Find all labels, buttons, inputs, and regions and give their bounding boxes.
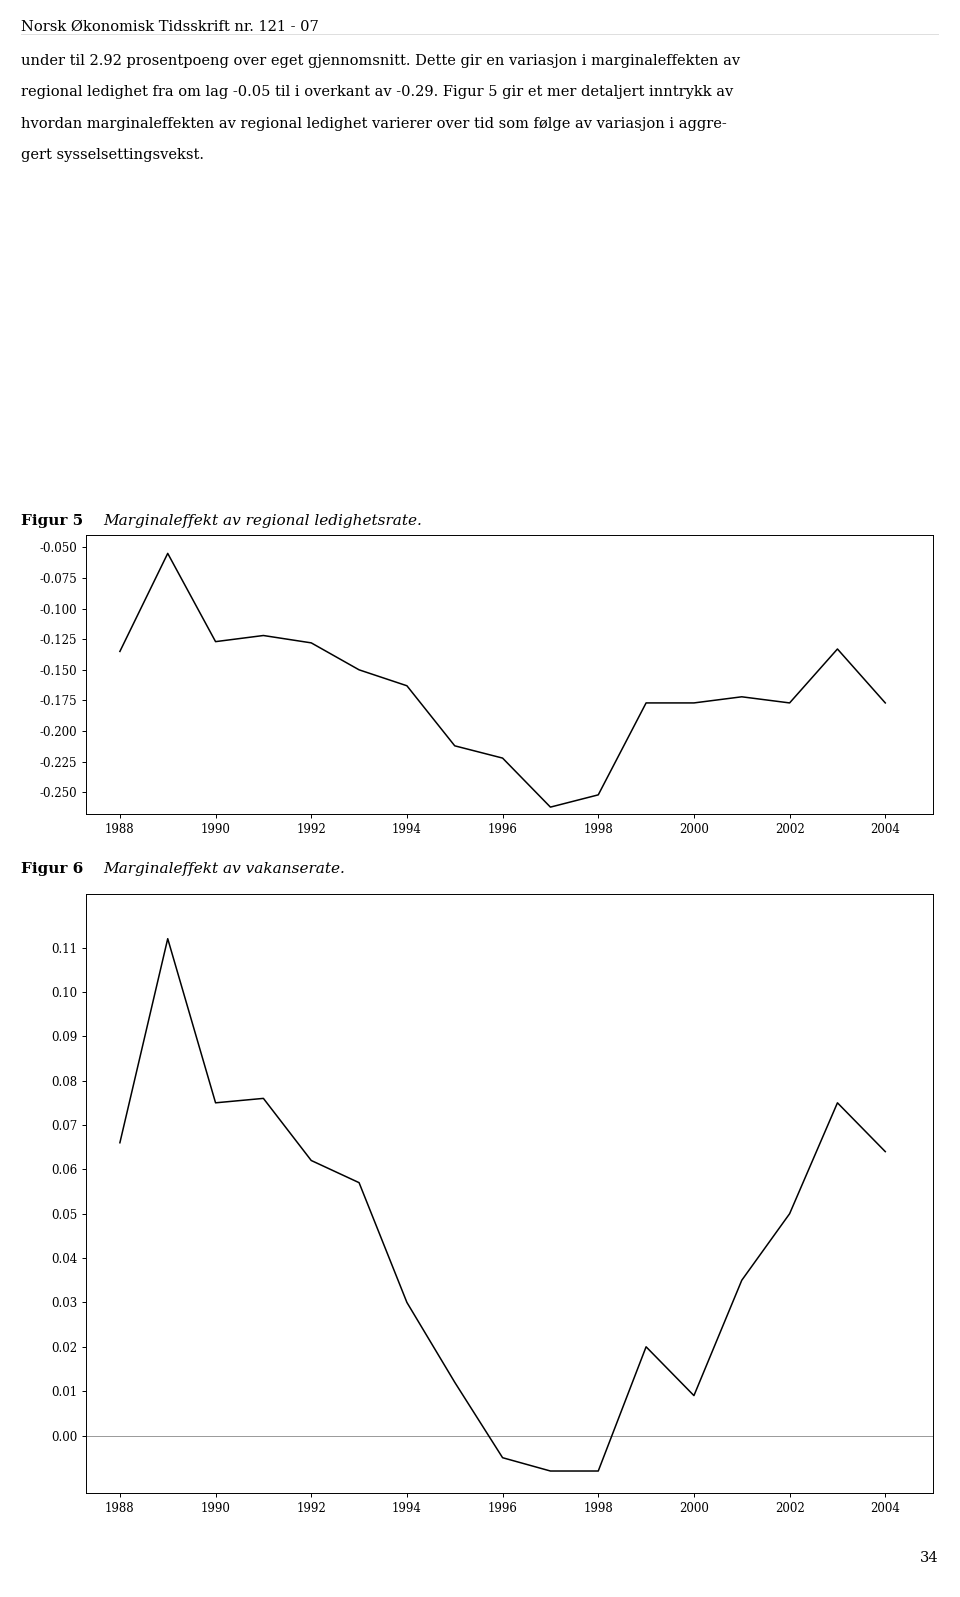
Text: hvordan marginaleffekten av regional ledighet varierer over tid som følge av var: hvordan marginaleffekten av regional led… [21, 117, 727, 131]
Text: 34: 34 [921, 1551, 939, 1565]
Text: gert sysselsettingsvekst.: gert sysselsettingsvekst. [21, 149, 204, 161]
Text: regional ledighet fra om lag -0.05 til i overkant av -0.29. Figur 5 gir et mer d: regional ledighet fra om lag -0.05 til i… [21, 85, 733, 99]
Text: Marginaleffekt av vakanserate.: Marginaleffekt av vakanserate. [104, 862, 346, 877]
Text: Figur 6: Figur 6 [21, 862, 84, 877]
Text: Figur 5: Figur 5 [21, 514, 84, 529]
Text: Norsk Økonomisk Tidsskrift nr. 121 - 07: Norsk Økonomisk Tidsskrift nr. 121 - 07 [21, 19, 319, 34]
Text: under til 2.92 prosentpoeng over eget gjennomsnitt. Dette gir en variasjon i mar: under til 2.92 prosentpoeng over eget gj… [21, 54, 740, 69]
Text: Marginaleffekt av regional ledighetsrate.: Marginaleffekt av regional ledighetsrate… [104, 514, 422, 529]
